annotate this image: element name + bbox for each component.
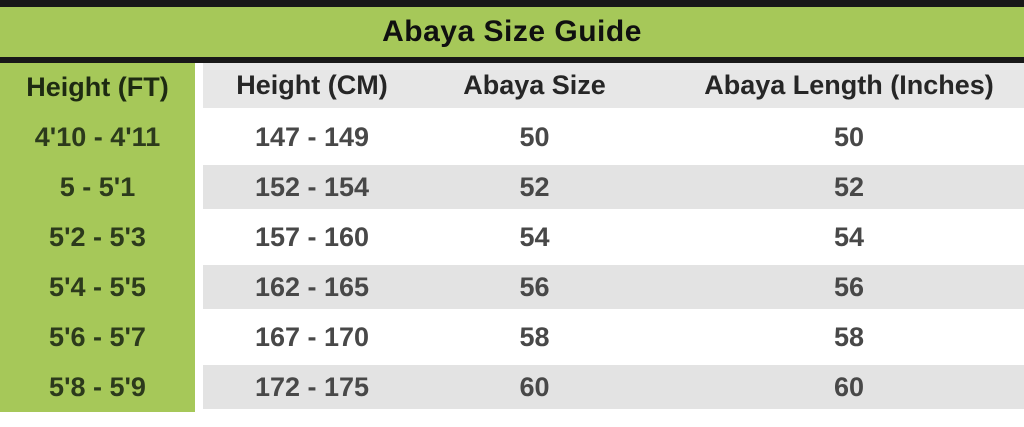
table-row: 5'4 - 5'5 162 - 165 56 56 xyxy=(0,262,1024,312)
abaya-length-cell: 60 xyxy=(833,371,865,402)
abaya-size-cell: 58 xyxy=(519,321,550,352)
height-cm-cell: 147 - 149 xyxy=(254,121,370,152)
title-bar: Abaya Size Guide xyxy=(0,7,1024,57)
row-band: 152 - 154 52 52 xyxy=(203,162,1024,212)
page-title: Abaya Size Guide xyxy=(382,15,642,48)
column-gutter xyxy=(195,112,203,162)
row-band: 147 - 149 50 50 xyxy=(203,112,1024,162)
height-cm-cell: 167 - 170 xyxy=(254,321,370,352)
top-border-bar xyxy=(0,0,1024,7)
abaya-size-cell: 56 xyxy=(519,271,550,302)
header-band: Height (CM) Abaya Size Abaya Length (Inc… xyxy=(203,63,1024,112)
height-cm-cell: 152 - 154 xyxy=(254,171,370,202)
table-row: 5 - 5'1 152 - 154 52 52 xyxy=(0,162,1024,212)
abaya-length-cell: 52 xyxy=(833,171,865,202)
abaya-length-cell: 56 xyxy=(833,271,865,302)
abaya-length-cell: 58 xyxy=(833,321,865,352)
header-abaya-size: Abaya Size xyxy=(463,70,606,100)
header-height-cm: Height (CM) xyxy=(236,70,388,100)
row-band: 162 - 165 56 56 xyxy=(203,262,1024,312)
header-height-ft: Height (FT) xyxy=(0,63,195,112)
abaya-size-cell: 60 xyxy=(519,371,550,402)
row-band: 172 - 175 60 60 xyxy=(203,362,1024,412)
table-row: 5'6 - 5'7 167 - 170 58 58 xyxy=(0,312,1024,362)
column-gutter xyxy=(195,63,203,112)
table-row: 5'8 - 5'9 172 - 175 60 60 xyxy=(0,362,1024,412)
height-ft-cell: 5'2 - 5'3 xyxy=(0,212,195,262)
column-gutter xyxy=(195,162,203,212)
abaya-size-cell: 54 xyxy=(519,221,550,252)
abaya-size-cell: 50 xyxy=(519,121,550,152)
abaya-size-cell: 52 xyxy=(519,171,550,202)
column-gutter xyxy=(195,212,203,262)
height-ft-cell: 5'4 - 5'5 xyxy=(0,262,195,312)
height-ft-cell: 5'8 - 5'9 xyxy=(0,362,195,412)
column-gutter xyxy=(195,312,203,362)
height-cm-cell: 157 - 160 xyxy=(254,221,370,252)
table-row: 5'2 - 5'3 157 - 160 54 54 xyxy=(0,212,1024,262)
height-ft-cell: 5 - 5'1 xyxy=(0,162,195,212)
header-row: Height (FT) Height (CM) Abaya Size Abaya… xyxy=(0,63,1024,112)
height-ft-cell: 5'6 - 5'7 xyxy=(0,312,195,362)
table-row: 4'10 - 4'11 147 - 149 50 50 xyxy=(0,112,1024,162)
column-gutter xyxy=(195,262,203,312)
title-divider-bar xyxy=(0,57,1024,63)
abaya-length-cell: 50 xyxy=(833,121,865,152)
abaya-length-cell: 54 xyxy=(833,221,865,252)
row-band: 167 - 170 58 58 xyxy=(203,312,1024,362)
header-abaya-length: Abaya Length (Inches) xyxy=(704,70,994,100)
column-gutter xyxy=(195,362,203,412)
height-cm-cell: 172 - 175 xyxy=(254,371,370,402)
row-band: 157 - 160 54 54 xyxy=(203,212,1024,262)
height-ft-cell: 4'10 - 4'11 xyxy=(0,112,195,162)
height-cm-cell: 162 - 165 xyxy=(254,271,370,302)
